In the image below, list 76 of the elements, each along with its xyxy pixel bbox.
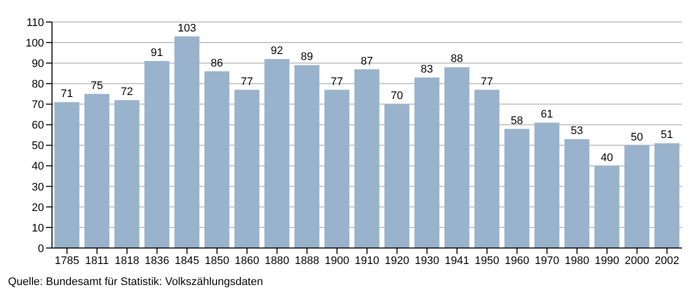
- x-tick-label: 1880: [264, 254, 290, 267]
- bar: [114, 100, 140, 248]
- data-label: 89: [300, 51, 314, 64]
- bar: [354, 69, 380, 248]
- source-note: Quelle: Bundesamt für Statistik: Volkszählungsdaten: [8, 276, 264, 288]
- bar: [84, 94, 110, 248]
- data-label: 103: [178, 22, 196, 34]
- data-label: 70: [390, 90, 404, 102]
- bar: [144, 61, 170, 248]
- x-tick-label: 1910: [354, 254, 380, 267]
- data-label: 77: [480, 76, 494, 88]
- data-label: 92: [270, 44, 284, 57]
- y-tick-label: 50: [32, 140, 44, 152]
- x-tick-label: 1888: [294, 254, 320, 267]
- data-label: 71: [60, 88, 74, 100]
- data-label: 83: [420, 63, 434, 76]
- x-tick-label: 2002: [654, 254, 680, 267]
- x-tick-label: 1818: [114, 254, 140, 267]
- data-label: 75: [90, 80, 104, 92]
- data-label: 72: [120, 86, 134, 98]
- y-tick-label: 40: [32, 160, 44, 173]
- x-tick-label: 1950: [474, 254, 500, 267]
- data-label: 87: [360, 55, 374, 68]
- bar: [534, 122, 560, 248]
- bar: [174, 36, 200, 248]
- y-tick-label: 110: [26, 16, 44, 29]
- x-tick-label: 1980: [564, 254, 590, 267]
- bar: [204, 71, 230, 248]
- x-tick-label: 1845: [174, 254, 200, 267]
- data-label: 91: [150, 47, 164, 60]
- x-tick-label: 1930: [414, 254, 440, 267]
- x-tick-label: 1900: [324, 254, 350, 267]
- y-tick-label: 30: [32, 181, 44, 194]
- bar: [504, 128, 530, 248]
- x-tick-label: 1990: [594, 254, 620, 267]
- y-tick-label: 10: [32, 222, 44, 234]
- data-label: 58: [510, 114, 524, 127]
- x-tick-label: 2000: [624, 254, 650, 267]
- x-tick-label: 1811: [85, 254, 109, 267]
- x-tick-label: 1860: [234, 254, 260, 267]
- x-tick-label: 1850: [204, 254, 230, 267]
- data-label: 88: [450, 53, 464, 66]
- bar: [564, 139, 590, 248]
- y-tick-label: 20: [32, 202, 44, 214]
- y-tick-label: 70: [32, 99, 44, 112]
- bar: [414, 77, 440, 248]
- x-tick-label: 1785: [54, 254, 80, 267]
- bar: [54, 102, 80, 248]
- data-label: 51: [660, 129, 674, 142]
- x-tick-label: 1941: [444, 254, 470, 267]
- bar: [474, 90, 500, 248]
- x-tick-label: 1970: [534, 254, 560, 267]
- x-tick-label: 1920: [384, 254, 410, 267]
- data-label: 86: [210, 57, 224, 70]
- x-tick-label: 1836: [144, 254, 170, 267]
- bar: [264, 58, 290, 248]
- bar: [444, 67, 470, 248]
- bar: [594, 166, 620, 248]
- data-label: 53: [570, 125, 584, 138]
- data-label: 77: [330, 76, 344, 88]
- bar: [234, 90, 260, 248]
- data-label: 40: [600, 152, 614, 164]
- bar: [294, 65, 320, 248]
- bar: [324, 90, 350, 248]
- y-tick-label: 80: [32, 78, 44, 91]
- data-label: 50: [630, 131, 644, 144]
- y-tick-label: 60: [32, 120, 44, 132]
- bar: [654, 143, 680, 248]
- bar: [384, 104, 410, 248]
- y-tick-label: 0: [38, 242, 44, 255]
- y-tick-label: 100: [26, 37, 44, 50]
- data-label: 61: [540, 108, 554, 121]
- y-tick-label: 90: [32, 58, 44, 70]
- x-tick-label: 1960: [504, 254, 530, 267]
- data-label: 77: [240, 76, 254, 88]
- bar: [624, 145, 650, 248]
